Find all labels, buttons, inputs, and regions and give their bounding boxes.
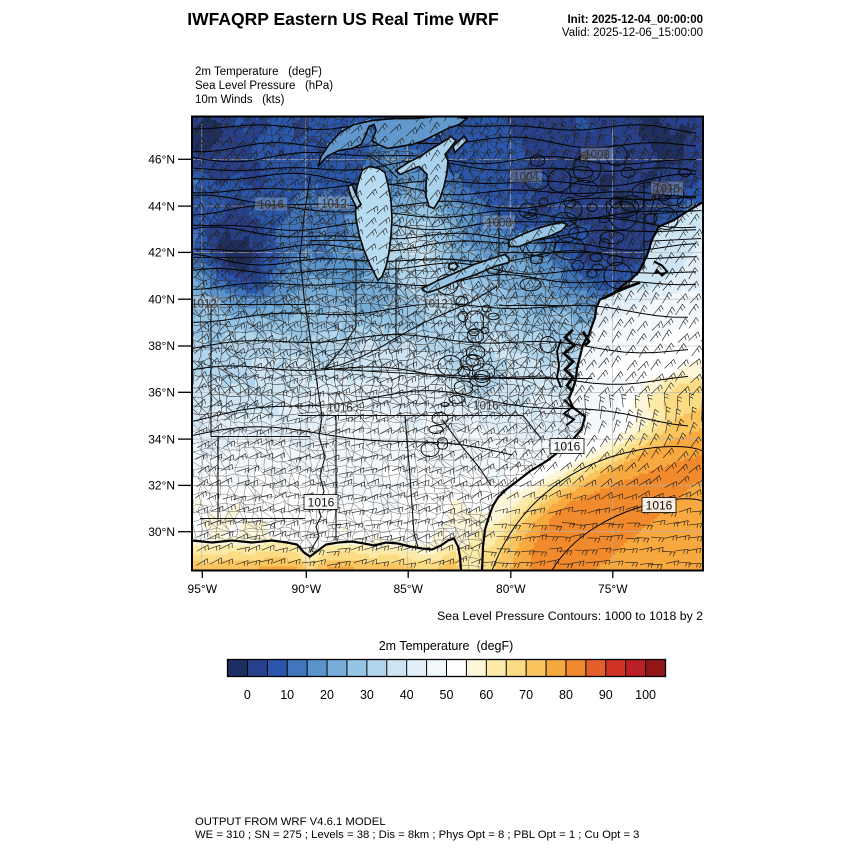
- svg-text:Sea Level Pressure (hPa): Sea Level Pressure (hPa): [195, 80, 333, 92]
- svg-text:1016: 1016: [646, 499, 673, 513]
- svg-text:2m Temperature (degF): 2m Temperature (degF): [379, 639, 514, 653]
- svg-text:44°N: 44°N: [148, 199, 175, 213]
- svg-text:Init: 2025-12-04_00:00:00: Init: 2025-12-04_00:00:00: [567, 14, 703, 26]
- svg-text:50: 50: [440, 688, 454, 702]
- svg-text:1016: 1016: [308, 496, 335, 510]
- svg-text:1016: 1016: [654, 184, 680, 196]
- svg-text:1004: 1004: [513, 172, 539, 184]
- svg-text:42°N: 42°N: [148, 246, 175, 260]
- svg-text:1016: 1016: [258, 200, 284, 212]
- svg-text:46°N: 46°N: [148, 153, 175, 167]
- svg-text:WE = 310 ; SN = 275 ; Levels =: WE = 310 ; SN = 275 ; Levels = 38 ; Dis …: [195, 829, 639, 841]
- svg-text:Valid: 2025-12-06_15:00:00: Valid: 2025-12-06_15:00:00: [562, 27, 703, 39]
- svg-text:10m Winds (kts): 10m Winds (kts): [195, 94, 285, 106]
- svg-text:30: 30: [360, 688, 374, 702]
- svg-text:10: 10: [280, 688, 294, 702]
- svg-text:36°N: 36°N: [148, 386, 175, 400]
- svg-text:0: 0: [244, 688, 251, 702]
- svg-text:34°N: 34°N: [148, 432, 175, 446]
- svg-text:1016: 1016: [327, 403, 353, 415]
- svg-text:70: 70: [519, 688, 533, 702]
- svg-text:1012: 1012: [422, 299, 448, 311]
- svg-text:95°W: 95°W: [188, 582, 218, 596]
- svg-text:1016: 1016: [554, 440, 581, 454]
- svg-text:1016: 1016: [473, 401, 499, 413]
- svg-text:100: 100: [635, 688, 656, 702]
- svg-text:75°W: 75°W: [598, 582, 628, 596]
- svg-text:90°W: 90°W: [292, 582, 322, 596]
- svg-text:IWFAQRP Eastern US Real Time W: IWFAQRP Eastern US Real Time WRF: [187, 9, 499, 29]
- svg-text:60: 60: [479, 688, 493, 702]
- svg-text:40°N: 40°N: [148, 292, 175, 306]
- svg-text:85°W: 85°W: [393, 582, 423, 596]
- svg-text:90: 90: [599, 688, 613, 702]
- svg-text:38°N: 38°N: [148, 339, 175, 353]
- svg-text:40: 40: [400, 688, 414, 702]
- svg-text:32°N: 32°N: [148, 479, 175, 493]
- svg-text:1008: 1008: [584, 150, 610, 162]
- svg-text:80°W: 80°W: [496, 582, 526, 596]
- svg-text:20: 20: [320, 688, 334, 702]
- svg-text:1008: 1008: [486, 218, 512, 230]
- svg-text:Sea Level Pressure Contours: 1: Sea Level Pressure Contours: 1000 to 101…: [437, 609, 703, 623]
- svg-text:OUTPUT FROM WRF V4.6.1 MODEL: OUTPUT FROM WRF V4.6.1 MODEL: [195, 816, 386, 828]
- svg-text:1012: 1012: [191, 299, 217, 311]
- svg-text:1012: 1012: [321, 199, 347, 211]
- svg-text:2m Temperature (degF): 2m Temperature (degF): [195, 66, 322, 78]
- svg-text:80: 80: [559, 688, 573, 702]
- svg-text:30°N: 30°N: [148, 525, 175, 539]
